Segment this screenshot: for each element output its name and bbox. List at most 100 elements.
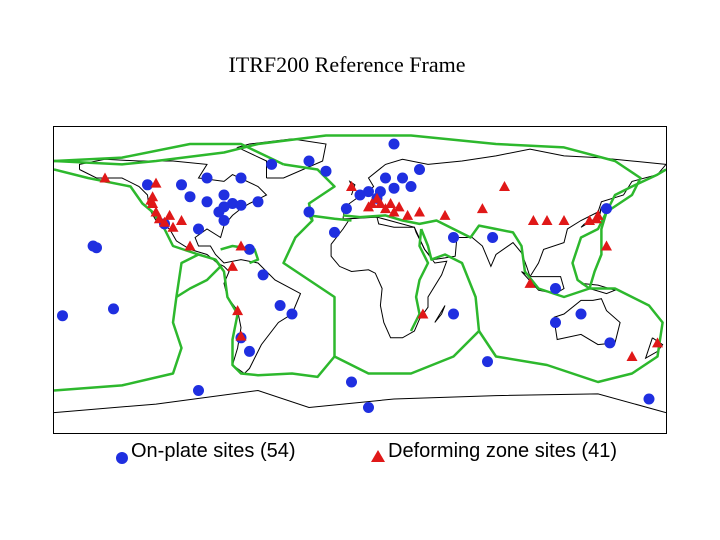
on-plate-site-marker <box>405 181 417 192</box>
deforming-site-marker <box>439 209 451 220</box>
on-plate-site-marker <box>380 172 391 184</box>
on-plate-site-marker <box>87 240 99 252</box>
on-plate-site-marker <box>575 308 587 320</box>
map-title: ITRF200 Reference Frame <box>228 52 466 77</box>
deforming-site-marker <box>499 181 510 191</box>
deforming-site-marker <box>374 198 386 208</box>
deforming-site-marker <box>652 337 663 348</box>
deforming-site-marker <box>527 215 539 225</box>
on-plate-site-marker <box>303 206 315 218</box>
on-plate-site-marker <box>550 283 561 294</box>
coastline <box>54 389 666 414</box>
blue-dot-icon <box>116 452 128 464</box>
deforming-site-marker <box>388 206 400 217</box>
plate-boundary-layer <box>54 134 666 392</box>
on-plate-site-marker <box>643 393 655 405</box>
deforming-site-marker <box>366 198 378 208</box>
deforming-site-marker <box>227 260 238 271</box>
on-plate-site-marker <box>108 303 119 315</box>
deforming-site-marker <box>402 209 414 220</box>
plate-boundary <box>342 214 664 384</box>
deforming-site-marker <box>541 215 553 225</box>
on-plate-site-marker <box>244 345 255 357</box>
legend-deforming: Deforming zone sites (41) <box>371 438 617 464</box>
plate-boundary <box>605 168 666 213</box>
on-plate-site-marker <box>604 337 616 349</box>
on-plate-site-marker <box>266 158 278 170</box>
deforming-site-marker <box>385 198 397 208</box>
plate-boundary <box>54 142 285 166</box>
on-plate-site-marker <box>235 199 247 211</box>
deforming-site-marker <box>235 330 247 341</box>
deforming-site-marker <box>232 305 244 316</box>
on-plate-site-marker <box>487 232 499 243</box>
on-plate-site-marker <box>201 196 213 208</box>
deforming-site-marker <box>99 172 111 183</box>
deforming-site-marker <box>147 198 159 208</box>
deforming-site-marker <box>159 216 170 227</box>
on-plate-site-marker <box>176 179 187 191</box>
deforming-site-marker <box>153 213 165 224</box>
on-plate-site-marker <box>329 226 340 238</box>
on-plate-site-marker <box>218 215 230 226</box>
on-plate-site-marker <box>448 232 459 243</box>
legend-on-plate: On-plate sites (54) <box>116 438 296 464</box>
deforming-site-marker <box>346 181 357 191</box>
on-plate-site-marker <box>340 203 352 215</box>
plate-boundary <box>409 228 430 332</box>
on-plate-site-marker <box>252 196 264 208</box>
on-plate-site-marker <box>57 310 68 322</box>
deforming-site-marker <box>590 213 602 224</box>
red-triangle-icon <box>371 450 385 462</box>
coastline <box>434 305 446 323</box>
on-plate-site-marker <box>184 191 196 203</box>
plate-boundary <box>588 211 608 289</box>
deforming-site-marker <box>150 206 162 217</box>
deforming-site-marker <box>150 177 162 188</box>
deforming-site-marker <box>167 221 179 232</box>
on-plate-site-marker <box>354 189 366 201</box>
coastline <box>330 216 448 339</box>
on-plate-site-marker <box>257 269 269 281</box>
on-plate-site-marker <box>213 206 225 218</box>
on-plate-site-marker <box>320 165 332 177</box>
deforming-site-marker <box>393 201 405 212</box>
world-map <box>53 126 667 434</box>
deforming-site-marker <box>524 277 536 288</box>
deforming-site-marker <box>164 209 176 220</box>
deforming-site-marker <box>601 240 612 251</box>
on-plate-site-marker <box>414 164 425 175</box>
on-plate-site-marker <box>193 223 204 235</box>
coastline <box>521 271 565 295</box>
deforming-site-marker <box>176 215 187 225</box>
on-plate-site-marker <box>227 198 238 209</box>
plate-boundary <box>214 258 336 379</box>
world-map-canvas <box>54 134 666 414</box>
map-legend: On-plate sites (54) Deforming zone sites… <box>0 438 720 468</box>
on-plate-site-marker <box>448 308 459 320</box>
deforming-site-marker <box>558 215 570 225</box>
on-plate-site-marker <box>218 189 230 201</box>
deforming-site-marker <box>184 240 196 251</box>
plate-boundary <box>54 168 200 392</box>
site-marker-layer <box>57 138 663 413</box>
on-plate-site-marker <box>286 308 298 320</box>
plate-boundary <box>54 134 642 290</box>
deforming-site-marker <box>414 206 425 217</box>
on-plate-site-marker <box>482 356 493 368</box>
on-plate-site-marker <box>142 179 153 191</box>
on-plate-site-marker <box>201 172 213 184</box>
coastline <box>553 298 621 346</box>
legend-deforming-label: Deforming zone sites (41) <box>388 440 617 462</box>
on-plate-site-marker <box>550 317 561 328</box>
deforming-site-marker <box>476 203 488 214</box>
on-plate-site-marker <box>601 203 612 215</box>
on-plate-site-marker <box>388 138 400 150</box>
deforming-site-marker <box>417 308 429 319</box>
deforming-site-marker <box>235 240 247 251</box>
deforming-site-marker <box>380 203 391 214</box>
on-plate-site-marker <box>397 172 408 184</box>
plate-boundary <box>307 214 352 222</box>
deforming-site-marker <box>626 351 638 361</box>
on-plate-site-marker <box>244 243 255 255</box>
